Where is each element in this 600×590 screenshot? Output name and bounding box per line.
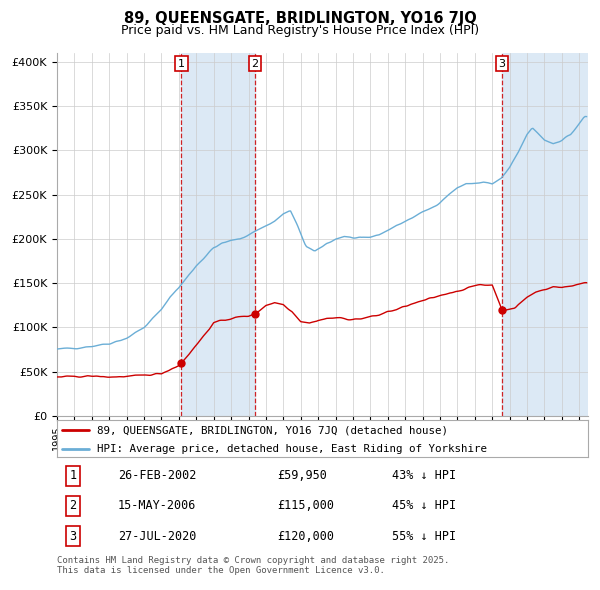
Text: 45% ↓ HPI: 45% ↓ HPI [392,499,455,513]
Text: 89, QUEENSGATE, BRIDLINGTON, YO16 7JQ (detached house): 89, QUEENSGATE, BRIDLINGTON, YO16 7JQ (d… [97,425,448,435]
Text: Price paid vs. HM Land Registry's House Price Index (HPI): Price paid vs. HM Land Registry's House … [121,24,479,37]
Text: 55% ↓ HPI: 55% ↓ HPI [392,530,455,543]
Text: 3: 3 [499,58,506,68]
Bar [181,53,255,416]
Text: 27-JUL-2020: 27-JUL-2020 [118,530,196,543]
Text: 43% ↓ HPI: 43% ↓ HPI [392,469,455,482]
Text: 3: 3 [70,530,76,543]
Text: 26-FEB-2002: 26-FEB-2002 [118,469,196,482]
Text: Contains HM Land Registry data © Crown copyright and database right 2025.
This d: Contains HM Land Registry data © Crown c… [57,556,449,575]
Bar [502,53,588,416]
Text: HPI: Average price, detached house, East Riding of Yorkshire: HPI: Average price, detached house, East… [97,444,487,454]
Text: 1: 1 [70,469,76,482]
Text: 2: 2 [70,499,76,513]
Text: 15-MAY-2006: 15-MAY-2006 [118,499,196,513]
Text: 1: 1 [178,58,185,68]
Text: £59,950: £59,950 [277,469,327,482]
Text: 2: 2 [251,58,259,68]
Text: £115,000: £115,000 [277,499,334,513]
Text: 89, QUEENSGATE, BRIDLINGTON, YO16 7JQ: 89, QUEENSGATE, BRIDLINGTON, YO16 7JQ [124,11,476,25]
Text: £120,000: £120,000 [277,530,334,543]
